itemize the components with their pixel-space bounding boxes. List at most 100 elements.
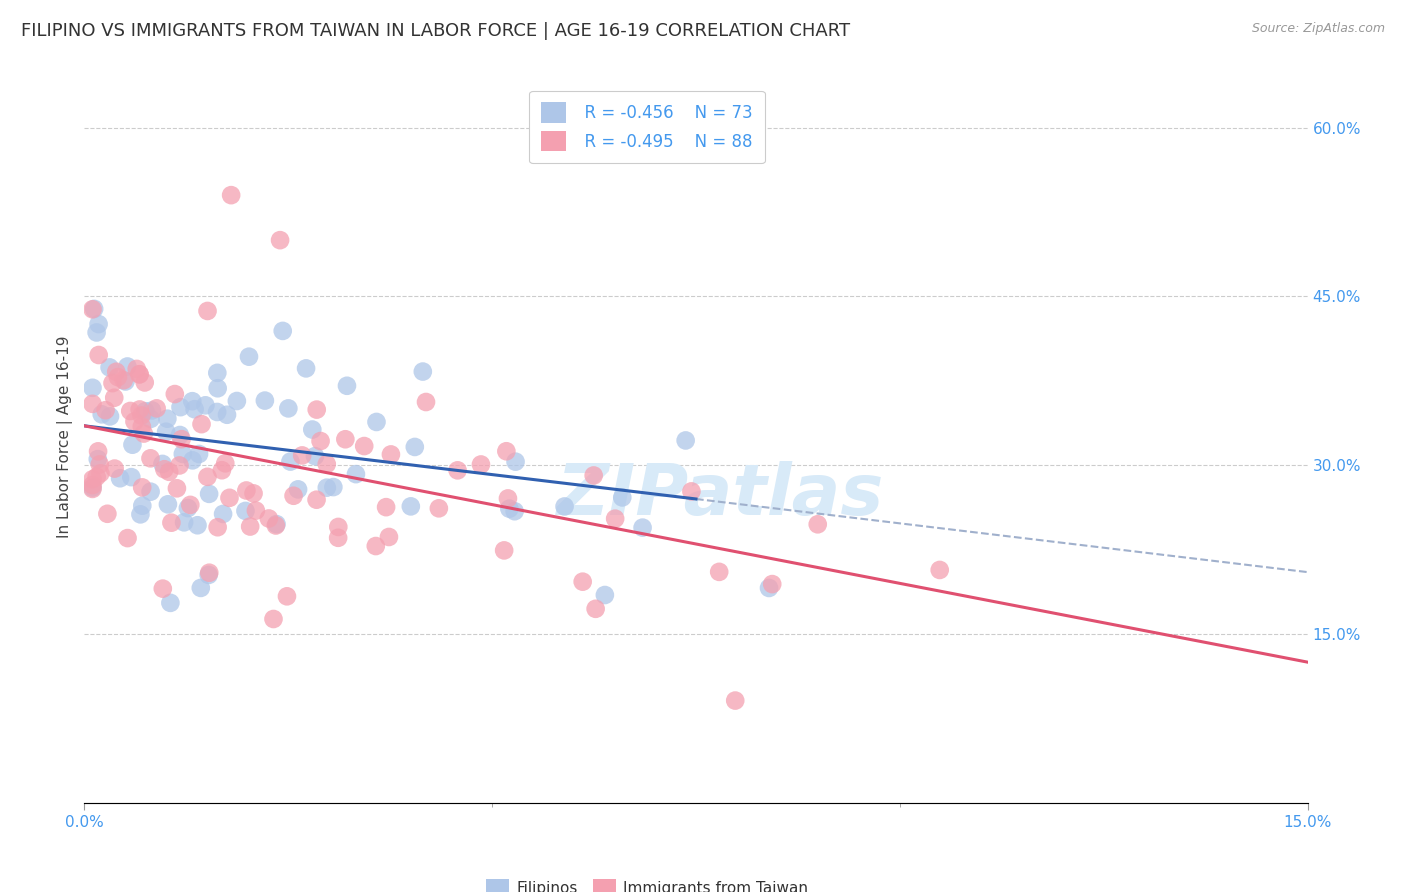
Point <box>242 486 264 500</box>
Text: ZIPatlas: ZIPatlas <box>557 461 884 530</box>
Point <box>173 516 195 530</box>
Point <box>239 519 262 533</box>
Point <box>166 481 188 495</box>
Point <box>124 415 146 429</box>
Point <box>494 543 516 558</box>
Point <box>495 444 517 458</box>
Point <box>197 304 219 318</box>
Point <box>212 507 235 521</box>
Point <box>177 501 200 516</box>
Point <box>353 439 375 453</box>
Point <box>197 568 219 582</box>
Point <box>128 368 150 382</box>
Point <box>132 426 155 441</box>
Point <box>215 408 238 422</box>
Point <box>181 453 204 467</box>
Point <box>120 404 142 418</box>
Point <box>82 478 104 492</box>
Point <box>378 530 401 544</box>
Point <box>218 491 240 505</box>
Point <box>366 415 388 429</box>
Point <box>82 302 104 317</box>
Point <box>86 326 108 340</box>
Point <box>129 508 152 522</box>
Point <box>181 394 204 409</box>
Point <box>315 481 337 495</box>
Point <box>412 365 434 379</box>
Point <box>295 361 318 376</box>
Point <box>160 516 183 530</box>
Point <box>128 402 150 417</box>
Point <box>152 582 174 596</box>
Point <box>496 491 519 506</box>
Point <box>101 376 124 390</box>
Point <box>681 484 703 499</box>
Point <box>139 412 162 426</box>
Point <box>928 563 950 577</box>
Point <box>612 491 634 505</box>
Point <box>155 425 177 439</box>
Point <box>153 462 176 476</box>
Point <box>263 612 285 626</box>
Point <box>571 574 593 589</box>
Point <box>328 520 350 534</box>
Point <box>87 348 110 362</box>
Point <box>90 408 112 422</box>
Point <box>585 602 607 616</box>
Point <box>675 434 697 448</box>
Point <box>276 590 298 604</box>
Point <box>82 472 104 486</box>
Point <box>82 482 104 496</box>
Point <box>335 432 357 446</box>
Point <box>470 458 492 472</box>
Point <box>145 401 167 416</box>
Point <box>108 471 131 485</box>
Point <box>114 375 136 389</box>
Point <box>264 518 287 533</box>
Point <box>83 301 105 316</box>
Point <box>82 481 104 495</box>
Text: FILIPINO VS IMMIGRANTS FROM TAIWAN IN LABOR FORCE | AGE 16-19 CORRELATION CHART: FILIPINO VS IMMIGRANTS FROM TAIWAN IN LA… <box>21 22 851 40</box>
Point <box>505 455 527 469</box>
Point <box>131 419 153 434</box>
Point <box>761 577 783 591</box>
Point <box>159 596 181 610</box>
Point <box>301 423 323 437</box>
Point <box>271 324 294 338</box>
Point <box>117 359 139 374</box>
Y-axis label: In Labor Force | Age 16-19: In Labor Force | Age 16-19 <box>58 335 73 539</box>
Point <box>172 447 194 461</box>
Point <box>219 188 242 202</box>
Point <box>309 434 332 448</box>
Point <box>277 401 299 416</box>
Point <box>131 409 153 423</box>
Point <box>498 501 520 516</box>
Point <box>186 518 208 533</box>
Text: Source: ZipAtlas.com: Source: ZipAtlas.com <box>1251 22 1385 36</box>
Point <box>287 483 309 497</box>
Point <box>98 409 121 424</box>
Point <box>214 456 236 470</box>
Point <box>205 405 228 419</box>
Point <box>283 489 305 503</box>
Point <box>117 531 139 545</box>
Point <box>82 397 104 411</box>
Point <box>380 447 402 461</box>
Point <box>139 451 162 466</box>
Point <box>87 317 110 331</box>
Point <box>89 458 111 472</box>
Point <box>141 403 163 417</box>
Point <box>198 566 221 580</box>
Point <box>266 517 288 532</box>
Point <box>96 507 118 521</box>
Point <box>605 511 627 525</box>
Point <box>131 480 153 494</box>
Point <box>207 520 229 534</box>
Point <box>125 362 148 376</box>
Point <box>235 504 257 518</box>
Point <box>328 531 350 545</box>
Point <box>315 457 337 471</box>
Point <box>336 378 359 392</box>
Point <box>86 470 108 484</box>
Point <box>245 503 267 517</box>
